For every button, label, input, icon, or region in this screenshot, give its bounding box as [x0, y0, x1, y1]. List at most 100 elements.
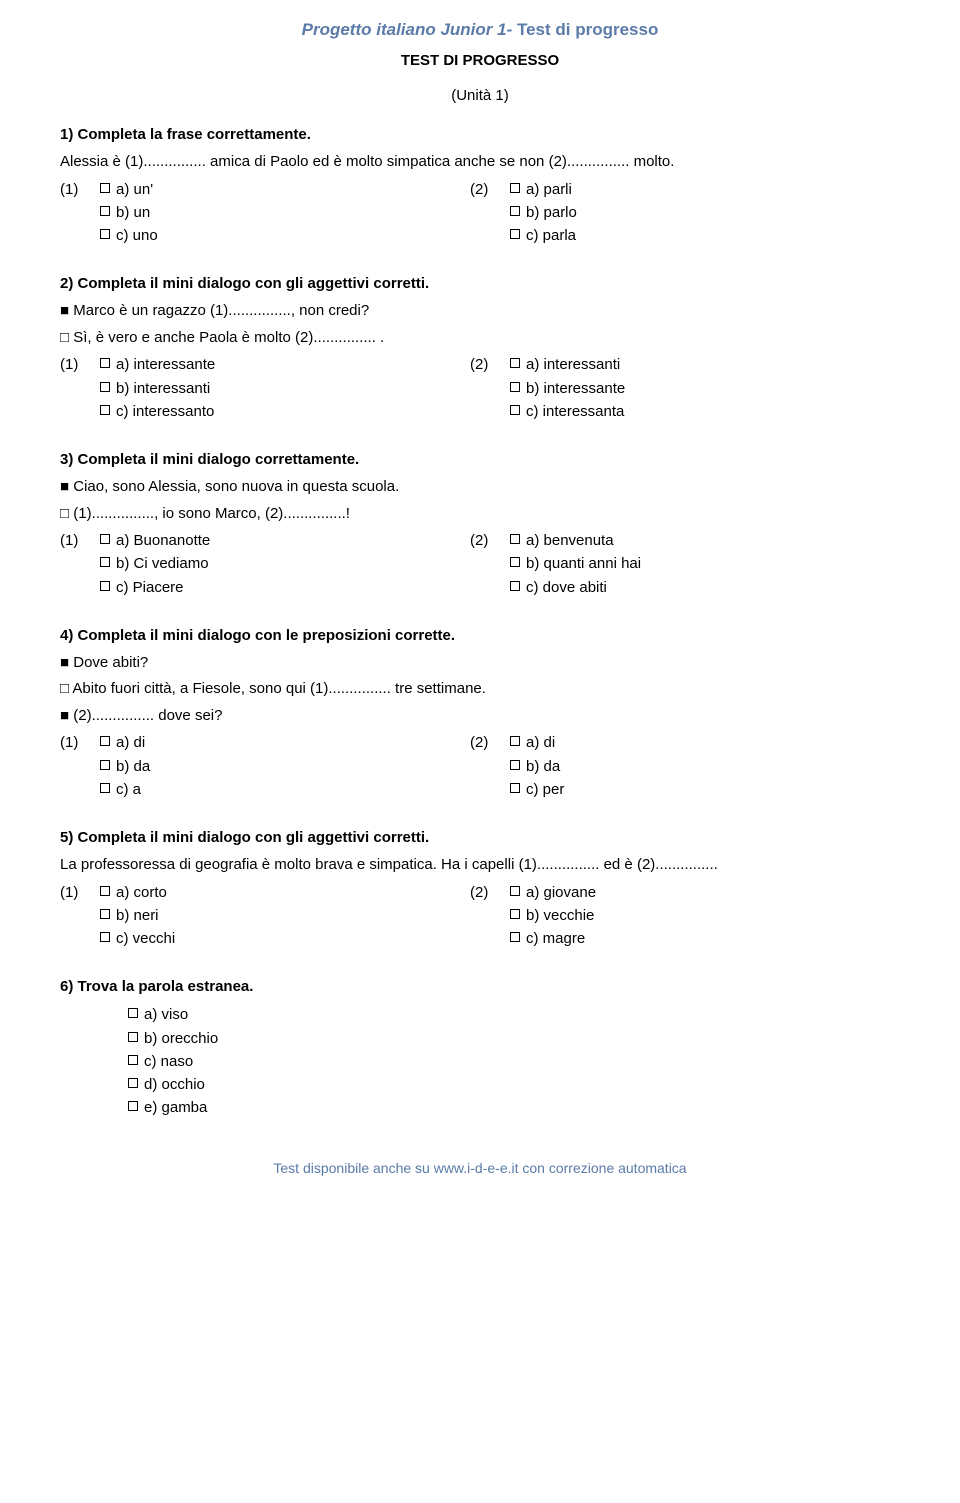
checkbox-icon: [100, 229, 110, 239]
q2-opt-2a[interactable]: a) interessanti: [510, 353, 880, 376]
q3-opt-1c[interactable]: c) Piacere: [100, 576, 470, 599]
q3-options: (1) a) Buonanotte b) Ci vediamo c) Piace…: [60, 529, 900, 599]
q6-options: a) viso b) orecchio c) naso d) occhio e)…: [60, 1003, 900, 1119]
q4-line1: Dove abiti?: [60, 652, 900, 675]
q4-opt-2c[interactable]: c) per: [510, 778, 880, 801]
q1-opt-2a[interactable]: a) parli: [510, 178, 880, 201]
checkbox-icon: [510, 382, 520, 392]
q1-marker-1: (1): [60, 178, 100, 248]
checkbox-icon: [100, 183, 110, 193]
checkbox-icon: [100, 783, 110, 793]
checkbox-icon: [100, 909, 110, 919]
header-bold: Test di progresso: [512, 20, 658, 39]
question-6: 6) Trova la parola estranea. a) viso b) …: [60, 978, 900, 1119]
checkbox-icon: [510, 534, 520, 544]
q4-opt-2b[interactable]: b) da: [510, 755, 880, 778]
q2-title: 2) Completa il mini dialogo con gli agge…: [60, 275, 900, 292]
q5-opt-2a[interactable]: a) giovane: [510, 881, 880, 904]
q2-opt-2b[interactable]: b) interessante: [510, 377, 880, 400]
checkbox-icon: [510, 358, 520, 368]
checkbox-icon: [100, 405, 110, 415]
q3-opt-2b[interactable]: b) quanti anni hai: [510, 552, 880, 575]
q4-marker-1: (1): [60, 731, 100, 801]
q4-marker-2: (2): [470, 731, 510, 801]
checkbox-icon: [100, 534, 110, 544]
q4-opt-1c[interactable]: c) a: [100, 778, 470, 801]
q1-opt-2b[interactable]: b) parlo: [510, 201, 880, 224]
q1-opt-2c[interactable]: c) parla: [510, 224, 880, 247]
checkbox-icon: [128, 1008, 138, 1018]
q3-marker-2: (2): [470, 529, 510, 599]
checkbox-icon: [100, 581, 110, 591]
q3-line2: (1)..............., io sono Marco, (2)..…: [60, 503, 900, 526]
checkbox-icon: [100, 206, 110, 216]
q5-marker-1: (1): [60, 881, 100, 951]
q3-opt-2c[interactable]: c) dove abiti: [510, 576, 880, 599]
footer-text: Test disponibile anche su www.i-d-e-e.it…: [60, 1160, 900, 1176]
q6-opt-e[interactable]: e) gamba: [128, 1096, 900, 1119]
q1-title: 1) Completa la frase correttamente.: [60, 126, 900, 143]
q5-options: (1) a) corto b) neri c) vecchi (2) a) gi…: [60, 881, 900, 951]
q2-opt-1a[interactable]: a) interessante: [100, 353, 470, 376]
question-2: 2) Completa il mini dialogo con gli agge…: [60, 275, 900, 423]
checkbox-icon: [510, 736, 520, 746]
checkbox-icon: [128, 1078, 138, 1088]
q6-title: 6) Trova la parola estranea.: [60, 978, 900, 995]
q3-opt-2a[interactable]: a) benvenuta: [510, 529, 880, 552]
q4-opt-1a[interactable]: a) di: [100, 731, 470, 754]
q1-text: Alessia è (1)............... amica di Pa…: [60, 151, 900, 174]
q4-opt-2a[interactable]: a) di: [510, 731, 880, 754]
q4-line3: (2)............... dove sei?: [60, 705, 900, 728]
checkbox-icon: [100, 760, 110, 770]
header-italic: Progetto italiano Junior 1-: [302, 20, 513, 39]
question-5: 5) Completa il mini dialogo con gli agge…: [60, 829, 900, 950]
checkbox-icon: [510, 229, 520, 239]
checkbox-icon: [510, 183, 520, 193]
q1-opt-1b[interactable]: b) un: [100, 201, 470, 224]
checkbox-icon: [510, 932, 520, 942]
q3-title: 3) Completa il mini dialogo correttament…: [60, 451, 900, 468]
q5-opt-2b[interactable]: b) vecchie: [510, 904, 880, 927]
checkbox-icon: [100, 382, 110, 392]
checkbox-icon: [510, 886, 520, 896]
checkbox-icon: [510, 909, 520, 919]
checkbox-icon: [510, 557, 520, 567]
q5-opt-1b[interactable]: b) neri: [100, 904, 470, 927]
q2-options: (1) a) interessante b) interessanti c) i…: [60, 353, 900, 423]
q5-opt-2c[interactable]: c) magre: [510, 927, 880, 950]
checkbox-icon: [100, 886, 110, 896]
checkbox-icon: [128, 1032, 138, 1042]
checkbox-icon: [510, 206, 520, 216]
checkbox-icon: [100, 358, 110, 368]
q5-title: 5) Completa il mini dialogo con gli agge…: [60, 829, 900, 846]
q6-opt-c[interactable]: c) naso: [128, 1050, 900, 1073]
checkbox-icon: [100, 736, 110, 746]
q6-opt-a[interactable]: a) viso: [128, 1003, 900, 1026]
question-1: 1) Completa la frase correttamente. Ales…: [60, 126, 900, 247]
q2-line2: Sì, è vero e anche Paola è molto (2)....…: [60, 327, 900, 350]
q1-opt-1a[interactable]: a) un': [100, 178, 470, 201]
q4-opt-1b[interactable]: b) da: [100, 755, 470, 778]
q5-opt-1c[interactable]: c) vecchi: [100, 927, 470, 950]
q2-opt-2c[interactable]: c) interessanta: [510, 400, 880, 423]
subtitle: TEST DI PROGRESSO: [60, 52, 900, 69]
checkbox-icon: [510, 760, 520, 770]
q3-opt-1a[interactable]: a) Buonanotte: [100, 529, 470, 552]
header-title: Progetto italiano Junior 1- Test di prog…: [60, 20, 900, 40]
checkbox-icon: [510, 405, 520, 415]
q2-opt-1c[interactable]: c) interessanto: [100, 400, 470, 423]
q1-opt-1c[interactable]: c) uno: [100, 224, 470, 247]
question-3: 3) Completa il mini dialogo correttament…: [60, 451, 900, 599]
q2-opt-1b[interactable]: b) interessanti: [100, 377, 470, 400]
checkbox-icon: [100, 932, 110, 942]
checkbox-icon: [128, 1055, 138, 1065]
q6-opt-d[interactable]: d) occhio: [128, 1073, 900, 1096]
q4-options: (1) a) di b) da c) a (2) a) di b) da c) …: [60, 731, 900, 801]
q3-opt-1b[interactable]: b) Ci vediamo: [100, 552, 470, 575]
checkbox-icon: [128, 1101, 138, 1111]
q6-opt-b[interactable]: b) orecchio: [128, 1027, 900, 1050]
q5-opt-1a[interactable]: a) corto: [100, 881, 470, 904]
q4-line2: Abito fuori città, a Fiesole, sono qui (…: [60, 678, 900, 701]
q2-marker-2: (2): [470, 353, 510, 423]
checkbox-icon: [510, 581, 520, 591]
